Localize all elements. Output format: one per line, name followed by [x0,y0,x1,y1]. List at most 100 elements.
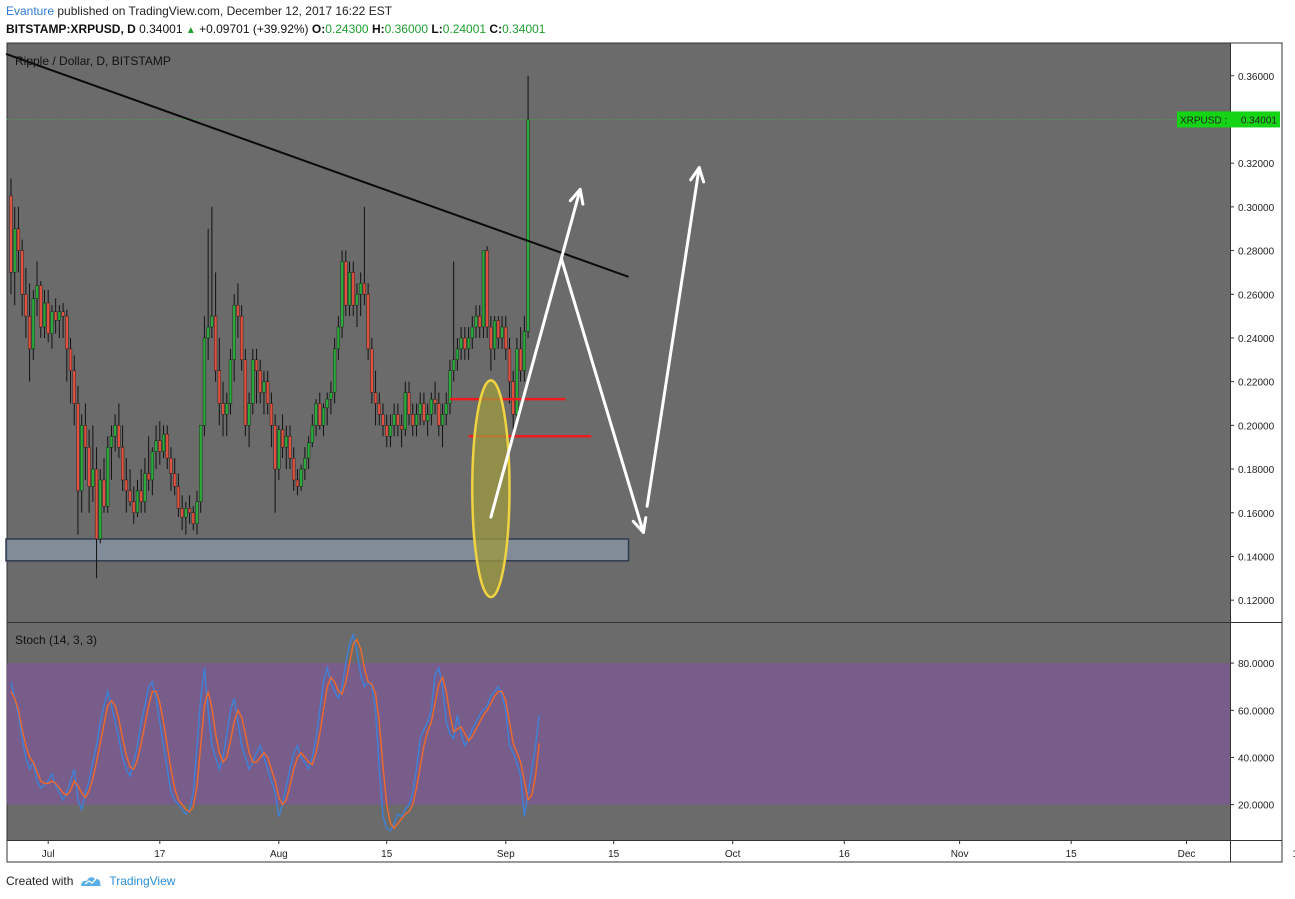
candle-body [340,261,344,328]
candle-body [83,425,87,448]
candle-body [500,326,504,339]
candle-body [351,272,355,306]
candle-body [46,302,50,334]
candle-body [466,337,471,350]
candle-body [493,320,497,350]
candle-body [251,359,255,404]
candle-body [117,425,121,448]
price-tick-label: 0.30000 [1238,203,1275,214]
candle-body [522,331,526,371]
candle-body [217,370,221,404]
price-pane-title: Ripple / Dollar, D, BITSTAMP [15,54,171,68]
candle-body [347,272,352,306]
stoch-tick-label: 60.0000 [1238,706,1275,717]
candle-body [124,479,128,492]
stoch-tick-label: 20.0000 [1238,801,1275,812]
arrow-line [489,187,582,519]
candle-body [210,315,214,328]
publish-info: Evanture published on TradingView.com, D… [6,4,392,18]
candle-body [120,447,125,481]
candle-body [426,414,430,422]
candle-body [228,359,233,404]
candle-body [359,283,363,295]
candle-body [16,228,21,251]
high-label: H: [371,22,385,36]
candle-body [65,315,69,350]
candle-body [407,392,411,415]
arrow-head [631,516,648,534]
candle-body [221,403,225,415]
time-tick-label: 17 [154,849,166,860]
candle-body [72,370,76,404]
candle-body [299,468,303,487]
candle-body [106,447,110,507]
candle-body [396,414,400,426]
candle-body [176,486,180,509]
price-tick-label: 0.16000 [1238,509,1275,520]
price-tick-label: 0.12000 [1238,596,1275,607]
stoch-tick-label: 40.0000 [1238,753,1275,764]
candle-body [303,457,307,470]
candle-body [411,414,415,426]
candle-body [143,473,147,503]
candle-body [158,440,162,452]
candle-body [273,425,277,470]
candle-body [199,425,203,503]
candle-body [277,429,281,470]
candle-body [269,403,273,426]
candle-body [474,315,478,328]
candle-body [165,433,169,459]
candle-body [161,433,166,452]
candle-body [232,304,236,361]
candle-body [526,119,530,332]
candle-body [35,285,39,299]
candle-body [76,403,80,492]
candle-body [195,501,199,524]
stoch-pane-title: Stoch (14, 3, 3) [15,633,97,647]
footer: Created with TradingView [6,874,175,888]
candle-body [280,429,285,448]
candle-body [418,403,422,415]
close-label: C: [489,22,503,36]
candle-body [87,447,91,487]
candle-body [414,414,419,426]
candle-body [135,490,140,513]
candle-body [489,326,493,350]
candle-body [307,442,311,459]
candle-body [206,326,210,339]
candle-body [20,250,24,295]
candle-body [314,403,318,426]
candle-body [91,468,95,487]
arrow-line [560,257,645,534]
time-tick-label: Oct [725,849,741,860]
candle-body [13,228,17,273]
candle-body [39,285,43,328]
highlight-ellipse [471,379,511,599]
price-tick-label: 0.24000 [1238,334,1275,345]
price-tick-label: 0.22000 [1238,378,1275,389]
candle-body [180,508,184,518]
price-tick-label: 0.28000 [1238,247,1275,258]
time-tick-label: Jul [42,849,55,860]
support-zone [5,538,630,562]
price-pane-background [7,43,1230,622]
candle-body [478,315,482,328]
candle-body [266,381,270,404]
author-link[interactable]: Evanture [6,4,55,18]
candle-body [310,425,314,444]
candle-body [485,250,489,328]
price-tick-label: 0.26000 [1238,290,1275,301]
candle-body [455,348,459,361]
tradingview-link[interactable]: TradingView [109,874,176,888]
candle-body [191,512,195,524]
candle-body [202,337,207,426]
arrow-line [645,166,701,508]
price-tick-label: 0.36000 [1238,72,1275,83]
candle-body [28,315,32,350]
candle-body [440,414,445,426]
candle-body [370,348,374,393]
candle-body [452,359,456,371]
candle-body [355,294,359,306]
candle-body [184,508,188,518]
